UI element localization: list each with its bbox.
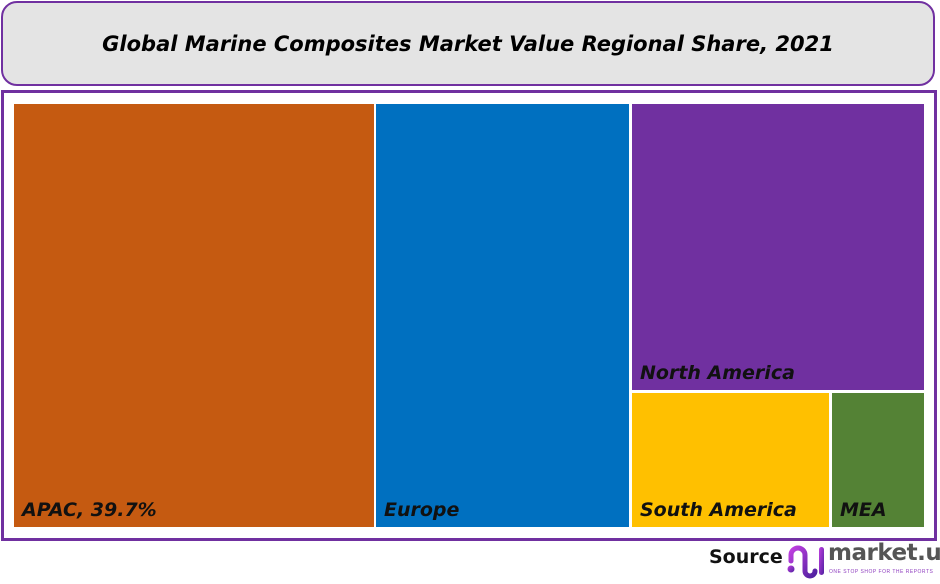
tile-label-europe: Europe — [384, 499, 460, 521]
tile-apac: APAC, 39.7% — [14, 104, 374, 527]
tile-label-south-america: South America — [640, 499, 797, 521]
source-label: Source — [709, 546, 783, 568]
tile-label-apac: APAC, 39.7% — [22, 499, 157, 521]
tile-label-north-america: North America — [640, 362, 795, 384]
logo-mark-icon — [787, 545, 824, 579]
logo-text: market.us — [828, 540, 940, 566]
chart-title: Global Marine Composites Market Value Re… — [102, 31, 834, 56]
tile-south-america: South America — [632, 393, 829, 527]
market-us-logo: market.us ONE STOP SHOP FOR THE REPORTS — [786, 540, 940, 579]
logo-tagline: ONE STOP SHOP FOR THE REPORTS — [829, 569, 934, 575]
tile-north-america: North America — [632, 104, 924, 390]
tile-label-mea: MEA — [840, 499, 887, 521]
tile-mea: MEA — [832, 393, 924, 527]
title-box: Global Marine Composites Market Value Re… — [1, 1, 935, 86]
tile-europe: Europe — [376, 104, 629, 527]
treemap-frame: APAC, 39.7% Europe North America South A… — [1, 90, 937, 541]
